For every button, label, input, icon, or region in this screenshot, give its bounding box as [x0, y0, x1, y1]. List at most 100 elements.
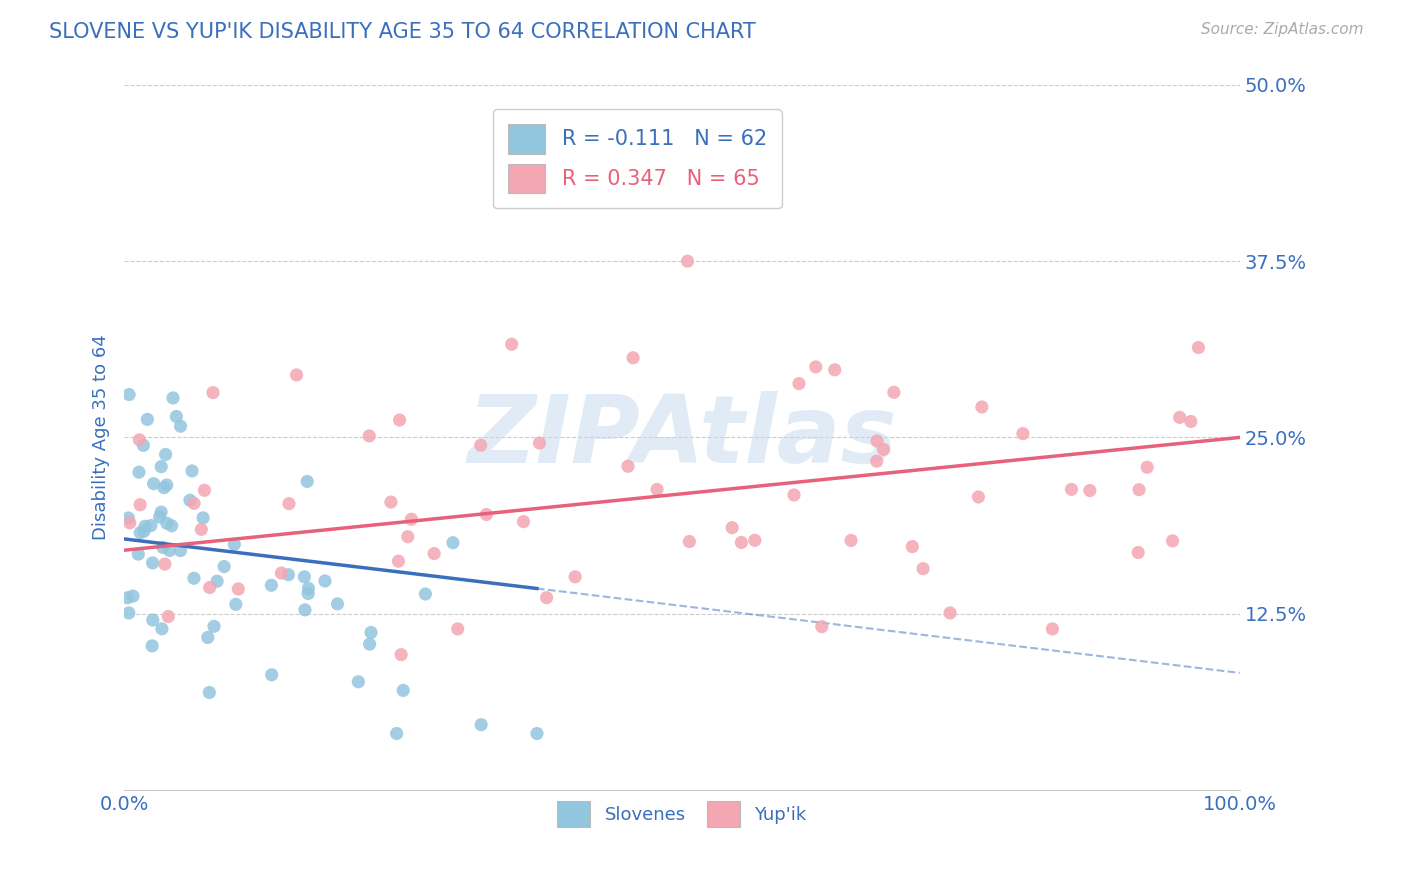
Yup'ik — [278, 497, 301, 511]
Slovenes — [153, 481, 176, 495]
Slovenes — [150, 622, 173, 636]
Slovenes — [260, 578, 283, 592]
Yup'ik — [118, 516, 141, 530]
Slovenes — [392, 683, 415, 698]
Slovenes — [160, 518, 183, 533]
Slovenes — [132, 438, 155, 452]
Slovenes — [359, 637, 381, 651]
Slovenes — [441, 535, 464, 549]
Yup'ik — [883, 385, 905, 400]
Slovenes — [156, 516, 179, 531]
Text: SLOVENE VS YUP'IK DISABILITY AGE 35 TO 64 CORRELATION CHART: SLOVENE VS YUP'IK DISABILITY AGE 35 TO 6… — [49, 22, 756, 42]
Slovenes — [470, 717, 492, 731]
Slovenes — [169, 543, 191, 558]
Y-axis label: Disability Age 35 to 64: Disability Age 35 to 64 — [93, 334, 110, 541]
Yup'ik — [401, 512, 423, 526]
Slovenes — [360, 625, 382, 640]
Slovenes — [292, 570, 315, 584]
Yup'ik — [1161, 533, 1184, 548]
Yup'ik — [193, 483, 215, 498]
Slovenes — [224, 537, 246, 551]
Slovenes — [297, 582, 319, 596]
Slovenes — [294, 603, 316, 617]
Yup'ik — [1128, 483, 1150, 497]
Yup'ik — [201, 385, 224, 400]
Yup'ik — [787, 376, 810, 391]
Yup'ik — [380, 495, 402, 509]
Yup'ik — [810, 619, 832, 633]
Slovenes — [142, 556, 165, 570]
Yup'ik — [912, 562, 935, 576]
Yup'ik — [389, 648, 412, 662]
Slovenes — [139, 518, 162, 533]
Yup'ik — [447, 622, 470, 636]
Slovenes — [141, 639, 163, 653]
Yup'ik — [645, 483, 668, 497]
Yup'ik — [1136, 460, 1159, 475]
Slovenes — [122, 589, 145, 603]
Yup'ik — [1078, 483, 1101, 498]
Text: Source: ZipAtlas.com: Source: ZipAtlas.com — [1201, 22, 1364, 37]
Yup'ik — [226, 582, 249, 596]
Yup'ik — [866, 454, 889, 468]
Slovenes — [134, 519, 156, 533]
Yup'ik — [678, 534, 700, 549]
Slovenes — [415, 587, 437, 601]
Slovenes — [159, 543, 181, 558]
Yup'ik — [564, 570, 586, 584]
Yup'ik — [506, 130, 529, 145]
Yup'ik — [198, 581, 221, 595]
Slovenes — [347, 674, 370, 689]
Yup'ik — [129, 498, 152, 512]
Slovenes — [142, 613, 165, 627]
Slovenes — [129, 525, 152, 540]
Yup'ik — [1126, 545, 1149, 559]
Yup'ik — [128, 433, 150, 447]
Slovenes — [202, 619, 225, 633]
Slovenes — [225, 597, 247, 611]
Yup'ik — [970, 400, 993, 414]
Yup'ik — [501, 337, 523, 351]
Yup'ik — [470, 438, 492, 452]
Slovenes — [385, 726, 408, 740]
Yup'ik — [270, 566, 292, 580]
Slovenes — [127, 547, 149, 561]
Slovenes — [169, 419, 191, 434]
Yup'ik — [804, 359, 827, 374]
Yup'ik — [153, 557, 176, 571]
Slovenes — [197, 631, 219, 645]
Yup'ik — [730, 535, 752, 549]
Text: ZIPAtlas: ZIPAtlas — [467, 392, 897, 483]
Yup'ik — [824, 363, 846, 377]
Yup'ik — [1187, 341, 1209, 355]
Yup'ik — [939, 606, 962, 620]
Slovenes — [191, 511, 214, 525]
Yup'ik — [1060, 483, 1083, 497]
Yup'ik — [967, 490, 990, 504]
Slovenes — [128, 465, 150, 479]
Slovenes — [118, 606, 141, 620]
Slovenes — [155, 447, 177, 461]
Yup'ik — [396, 530, 419, 544]
Legend: Slovenes, Yup'ik: Slovenes, Yup'ik — [550, 794, 814, 834]
Slovenes — [152, 541, 174, 555]
Slovenes — [260, 668, 283, 682]
Slovenes — [526, 726, 548, 740]
Slovenes — [136, 412, 159, 426]
Yup'ik — [676, 254, 699, 268]
Yup'ik — [1168, 410, 1191, 425]
Yup'ik — [1040, 622, 1063, 636]
Slovenes — [150, 459, 173, 474]
Yup'ik — [872, 442, 894, 457]
Slovenes — [149, 510, 172, 524]
Slovenes — [165, 409, 187, 424]
Yup'ik — [512, 515, 534, 529]
Slovenes — [314, 574, 336, 588]
Yup'ik — [423, 547, 446, 561]
Yup'ik — [536, 591, 558, 605]
Yup'ik — [866, 434, 889, 448]
Yup'ik — [359, 429, 381, 443]
Slovenes — [142, 476, 165, 491]
Slovenes — [277, 567, 299, 582]
Slovenes — [118, 387, 141, 401]
